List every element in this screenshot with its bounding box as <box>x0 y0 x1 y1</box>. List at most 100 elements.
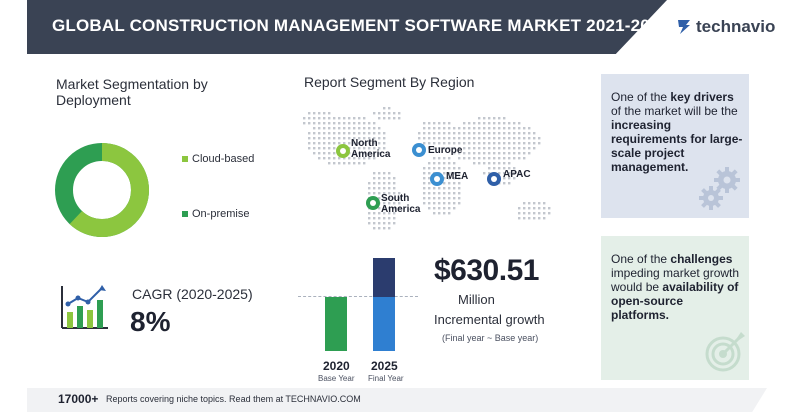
map-dot <box>378 207 381 210</box>
map-dot <box>448 157 451 160</box>
map-dot <box>433 162 436 165</box>
map-dot <box>348 157 351 160</box>
map-dot <box>338 122 341 125</box>
map-dot <box>393 197 396 200</box>
legend-swatch <box>182 156 188 162</box>
map-dot <box>318 127 321 130</box>
map-dot <box>518 137 521 140</box>
map-dot <box>503 117 506 120</box>
map-dot <box>468 147 471 150</box>
map-dot <box>478 142 481 145</box>
map-dot <box>318 142 321 145</box>
incremental-growth-unit: Million <box>458 292 495 307</box>
map-dot <box>518 142 521 145</box>
map-dot <box>318 152 321 155</box>
map-dot <box>378 127 381 130</box>
map-dot <box>508 172 511 175</box>
map-dot <box>463 132 466 135</box>
map-dot <box>428 127 431 130</box>
map-dot <box>538 137 541 140</box>
map-dot <box>463 122 466 125</box>
map-dot <box>438 197 441 200</box>
map-dot <box>533 217 536 220</box>
map-dot <box>393 192 396 195</box>
map-dot <box>493 162 496 165</box>
map-dot <box>498 117 501 120</box>
map-dot <box>508 142 511 145</box>
map-dot <box>453 142 456 145</box>
drivers-prefix: One of the <box>611 90 668 104</box>
map-dot <box>468 137 471 140</box>
map-dot <box>503 132 506 135</box>
map-dot <box>388 182 391 185</box>
map-dot <box>358 122 361 125</box>
map-dot <box>328 147 331 150</box>
map-dot <box>478 162 481 165</box>
map-dot <box>418 137 421 140</box>
map-dot <box>383 212 386 215</box>
map-dot <box>483 122 486 125</box>
map-dot <box>528 137 531 140</box>
map-dot <box>528 142 531 145</box>
map-dot <box>353 157 356 160</box>
map-dot <box>363 142 366 145</box>
map-dot <box>538 142 541 145</box>
map-dot <box>308 137 311 140</box>
bar-sub-2025: Final Year <box>368 374 404 383</box>
map-dot <box>353 132 356 135</box>
map-dot <box>503 157 506 160</box>
map-dot <box>368 122 371 125</box>
map-dot <box>328 132 331 135</box>
legend-swatch <box>182 211 188 217</box>
map-dot <box>393 222 396 225</box>
map-dot <box>513 152 516 155</box>
region-title: Report Segment By Region <box>304 74 475 90</box>
map-dot <box>423 132 426 135</box>
map-dot <box>363 162 366 165</box>
map-dot <box>448 202 451 205</box>
map-dot <box>493 167 496 170</box>
map-dot <box>398 202 401 205</box>
incremental-growth-note: (Final year ~ Base year) <box>442 333 539 343</box>
map-dot <box>348 127 351 130</box>
map-dot <box>373 112 376 115</box>
map-dot <box>328 122 331 125</box>
map-dot <box>443 212 446 215</box>
map-dot <box>343 142 346 145</box>
cagr-label: CAGR (2020-2025) <box>132 286 253 302</box>
map-dot <box>388 212 391 215</box>
map-dot <box>528 132 531 135</box>
map-dot <box>318 132 321 135</box>
map-dot <box>548 207 551 210</box>
map-dot <box>388 187 391 190</box>
map-dot <box>493 127 496 130</box>
map-dot <box>338 157 341 160</box>
map-dot <box>383 107 386 110</box>
map-dot <box>443 167 446 170</box>
map-dot <box>343 117 346 120</box>
map-dot <box>388 227 391 230</box>
map-dot <box>443 142 446 145</box>
map-dot <box>493 157 496 160</box>
map-dot <box>438 187 441 190</box>
map-dot <box>503 137 506 140</box>
map-dot <box>433 132 436 135</box>
map-dot <box>538 207 541 210</box>
map-dot <box>443 177 446 180</box>
footer-link-text[interactable]: Reports covering niche topics. Read them… <box>106 394 361 404</box>
map-dot <box>503 162 506 165</box>
map-dot <box>353 122 356 125</box>
map-dot <box>433 142 436 145</box>
map-dot <box>488 117 491 120</box>
map-dot <box>333 127 336 130</box>
map-dot <box>498 142 501 145</box>
map-dot <box>383 207 386 210</box>
map-dot <box>508 147 511 150</box>
map-dot <box>483 117 486 120</box>
challenges-box: One of the challenges impeding market gr… <box>601 236 749 380</box>
brand-logo[interactable]: technavio <box>676 17 775 37</box>
map-dot <box>493 137 496 140</box>
map-dot <box>533 207 536 210</box>
map-dot <box>458 172 461 175</box>
map-dot <box>323 132 326 135</box>
